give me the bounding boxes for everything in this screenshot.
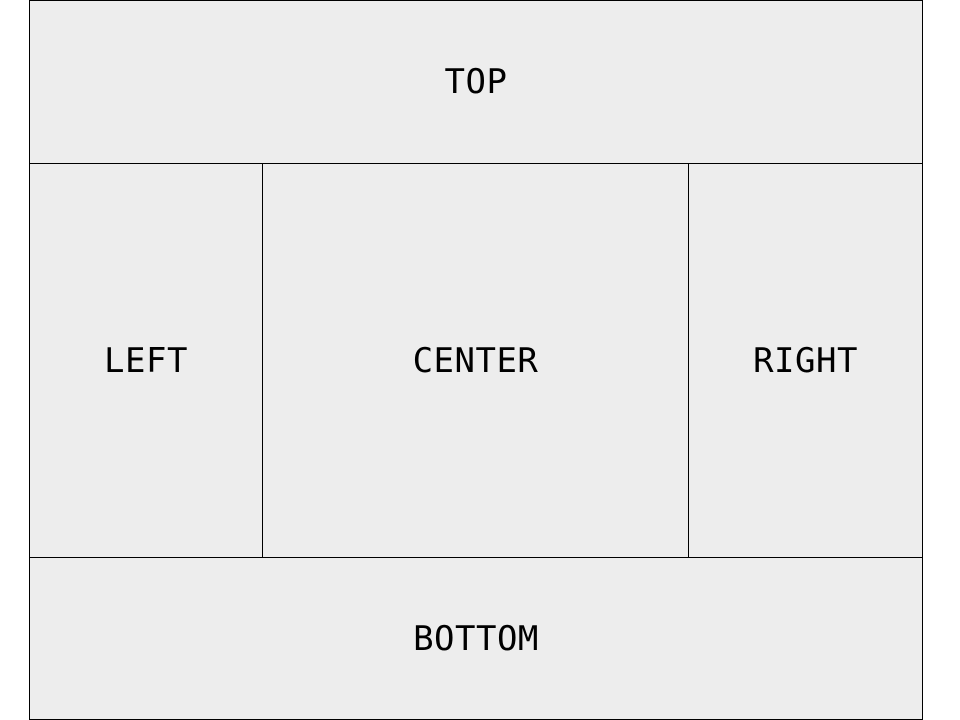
center-label: CENTER <box>412 340 539 381</box>
center-region: CENTER <box>263 164 689 557</box>
right-label: RIGHT <box>753 340 858 381</box>
top-region: TOP <box>30 1 922 164</box>
left-label: LEFT <box>104 340 188 381</box>
right-region: RIGHT <box>689 164 922 557</box>
middle-row: LEFT CENTER RIGHT <box>30 164 922 557</box>
left-region: LEFT <box>30 164 263 557</box>
bottom-label: BOTTOM <box>413 618 539 659</box>
bottom-region: BOTTOM <box>30 557 922 719</box>
layout-frame: TOP LEFT CENTER RIGHT BOTTOM <box>29 0 923 720</box>
top-label: TOP <box>444 62 508 102</box>
